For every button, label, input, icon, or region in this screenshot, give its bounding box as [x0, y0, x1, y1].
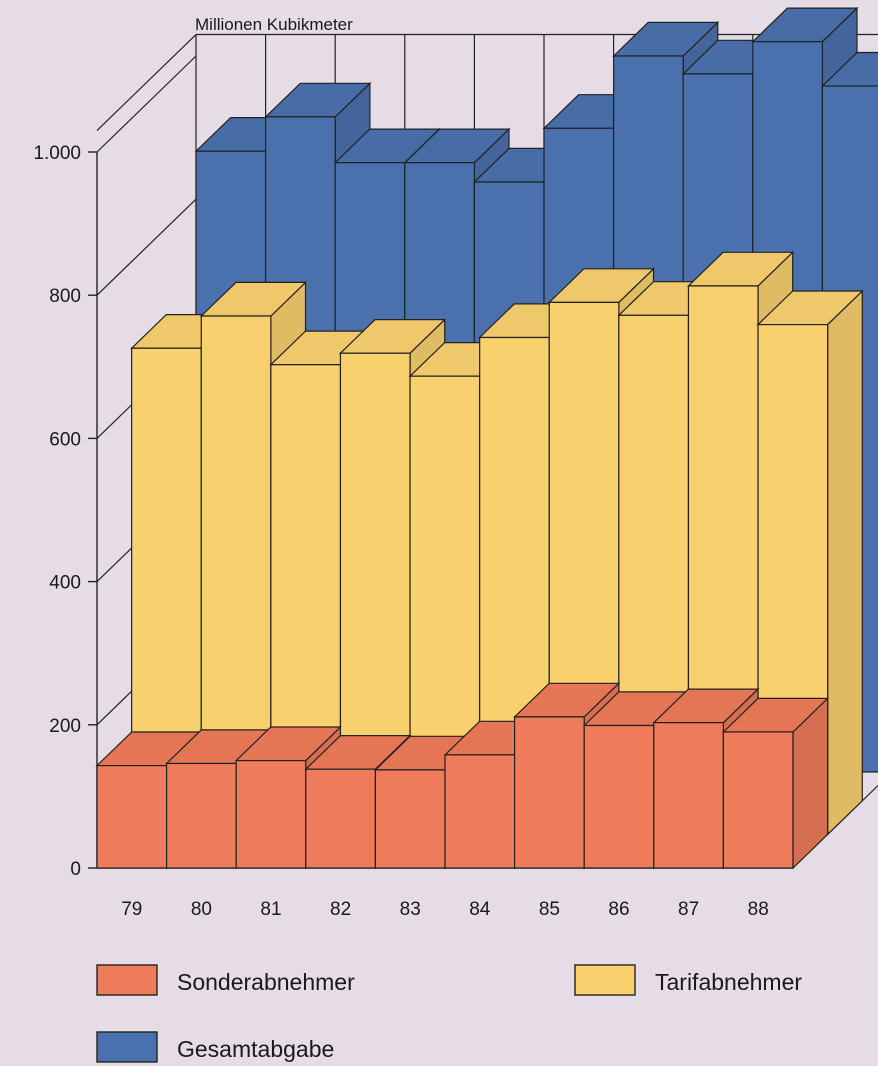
- legend-swatch: [574, 964, 636, 996]
- x-tick-label: 85: [539, 899, 560, 920]
- bar-front: [166, 762, 237, 869]
- legend-item-tarifabnehmer: Tarifabnehmer: [574, 964, 802, 996]
- x-tick-label: 86: [608, 899, 629, 920]
- bar-front: [96, 765, 168, 869]
- legend-label: Gesamtabgabe: [177, 1036, 334, 1062]
- bar-front: [513, 716, 585, 869]
- x-tick-label: 82: [330, 899, 351, 920]
- grid-line-depth: [96, 198, 197, 296]
- legend-item-gesamtabgabe: Gesamtabgabe: [96, 1031, 334, 1063]
- bar-front: [583, 724, 655, 869]
- y-tick-label: 800: [49, 286, 81, 307]
- legend: Sonderabnehmer Tarifabnehmer Gesamtabgabe: [96, 964, 802, 1063]
- bar-sonderabnehmer-88: [721, 696, 830, 870]
- bar-front: [305, 768, 376, 869]
- bar-front: [444, 754, 516, 869]
- bar-front: [653, 722, 724, 869]
- x-tick-label: 84: [469, 899, 491, 920]
- y-tick-label: 1.000: [33, 143, 81, 164]
- x-tick-label: 88: [748, 899, 769, 920]
- y-tick-label: 200: [49, 716, 81, 737]
- grid-line-top-left: [96, 34, 197, 131]
- y-axis-unit-label: Millionen Kubikmeter: [195, 15, 353, 34]
- y-axis-ticks: 0 200 400 600 800 1.000: [33, 143, 97, 880]
- bar-sonderabnehmer-86: [582, 690, 690, 870]
- legend-swatch: [96, 1031, 158, 1063]
- x-tick-label: 79: [121, 899, 142, 920]
- x-tick-label: 87: [678, 899, 699, 920]
- x-tick-label: 80: [191, 899, 212, 920]
- legend-item-sonderabnehmer: Sonderabnehmer: [96, 964, 355, 996]
- y-tick-label: 0: [70, 859, 81, 880]
- y-tick-label: 600: [49, 429, 81, 450]
- legend-swatch: [96, 964, 158, 996]
- legend-label: Sonderabnehmer: [177, 969, 355, 995]
- series-sonderabnehmer: [95, 681, 830, 870]
- x-tick-label: 81: [260, 899, 281, 920]
- bar-front: [235, 759, 307, 869]
- grid-line-depth: [96, 55, 197, 153]
- legend-label: Tarifabnehmer: [655, 969, 802, 995]
- bar-front: [374, 769, 446, 869]
- bar-front: [722, 731, 794, 869]
- x-axis-labels: 79 80 81 82 83 84 85 86 87 88: [121, 899, 769, 920]
- y-tick-label: 400: [49, 573, 81, 594]
- bar-side: [826, 289, 863, 836]
- bar-group: [95, 6, 878, 870]
- x-tick-label: 83: [400, 899, 421, 920]
